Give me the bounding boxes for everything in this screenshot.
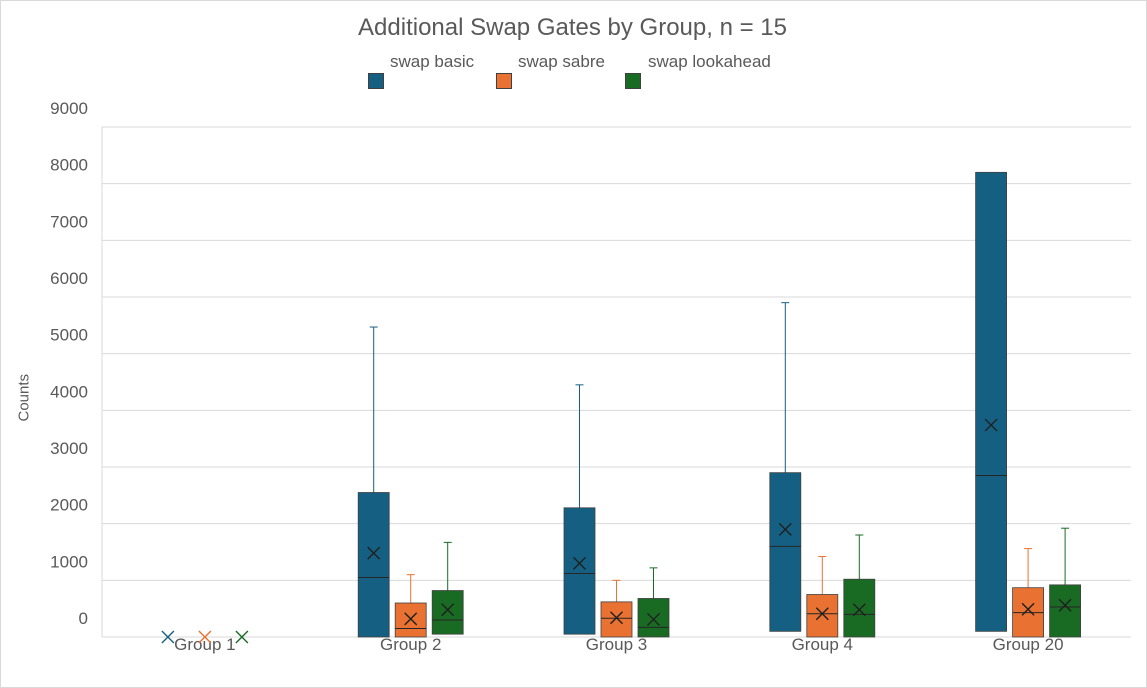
mean-marker-g3-s1 bbox=[815, 607, 829, 621]
legend-swatch-swap-basic bbox=[368, 73, 384, 89]
mean-marker-g3-s0 bbox=[778, 522, 792, 536]
y-tick-label-9000: 9000 bbox=[50, 99, 88, 118]
mean-marker-g2-s2 bbox=[647, 612, 660, 626]
mean-marker-g2-s1 bbox=[610, 611, 623, 625]
mean-marker-g1-s0 bbox=[367, 546, 381, 560]
legend-swatch-swap-lookahead bbox=[625, 73, 641, 89]
y-tick-label-5000: 5000 bbox=[50, 326, 88, 345]
mean-marker-g0-s0 bbox=[161, 630, 175, 644]
mean-marker-g0-s2 bbox=[235, 630, 249, 644]
mean-marker-g4-s0 bbox=[984, 418, 998, 432]
y-tick-label-8000: 8000 bbox=[50, 156, 88, 175]
x-category-label-0: Group 1 bbox=[174, 635, 235, 654]
box-g2-s2 bbox=[637, 598, 670, 638]
y-tick-label-6000: 6000 bbox=[50, 269, 88, 288]
box-g1-s2 bbox=[431, 590, 464, 635]
mean-marker-g4-s1 bbox=[1021, 602, 1035, 616]
mean-marker-g1-s1 bbox=[404, 612, 418, 626]
box-g4-s0 bbox=[975, 171, 1007, 632]
box-g2-s1 bbox=[600, 601, 633, 638]
x-category-label-1: Group 2 bbox=[380, 635, 441, 654]
box-g1-s1 bbox=[394, 602, 427, 638]
y-tick-label-3000: 3000 bbox=[50, 439, 88, 458]
x-category-label-4: Group 20 bbox=[993, 635, 1064, 654]
y-tick-label-2000: 2000 bbox=[50, 496, 88, 515]
legend-label-swap-basic: swap basic bbox=[390, 52, 475, 71]
box-g3-s0 bbox=[769, 472, 802, 632]
chart-title: Additional Swap Gates by Group, n = 15 bbox=[358, 14, 787, 41]
y-tick-label-0: 0 bbox=[79, 609, 88, 628]
box-g1-s0 bbox=[357, 492, 390, 638]
y-tick-label-1000: 1000 bbox=[50, 552, 88, 571]
box-g3-s2 bbox=[843, 578, 876, 638]
box-g4-s2 bbox=[1049, 584, 1081, 638]
x-category-label-2: Group 3 bbox=[586, 635, 647, 654]
mean-marker-g4-s2 bbox=[1058, 598, 1072, 612]
legend-swatch-swap-sabre bbox=[496, 73, 512, 89]
y-tick-label-7000: 7000 bbox=[50, 212, 88, 231]
legend-label-swap-lookahead: swap lookahead bbox=[648, 52, 771, 71]
mean-marker-g1-s2 bbox=[441, 603, 455, 617]
y-tick-label-4000: 4000 bbox=[50, 382, 88, 401]
box-g3-s1 bbox=[806, 594, 839, 638]
box-g2-s0 bbox=[563, 507, 596, 635]
x-category-label-3: Group 4 bbox=[792, 635, 853, 654]
mean-marker-g0-s1 bbox=[198, 630, 212, 644]
legend-label-swap-sabre: swap sabre bbox=[518, 52, 605, 71]
mean-marker-g3-s2 bbox=[852, 603, 866, 617]
mean-marker-g2-s0 bbox=[573, 556, 586, 570]
